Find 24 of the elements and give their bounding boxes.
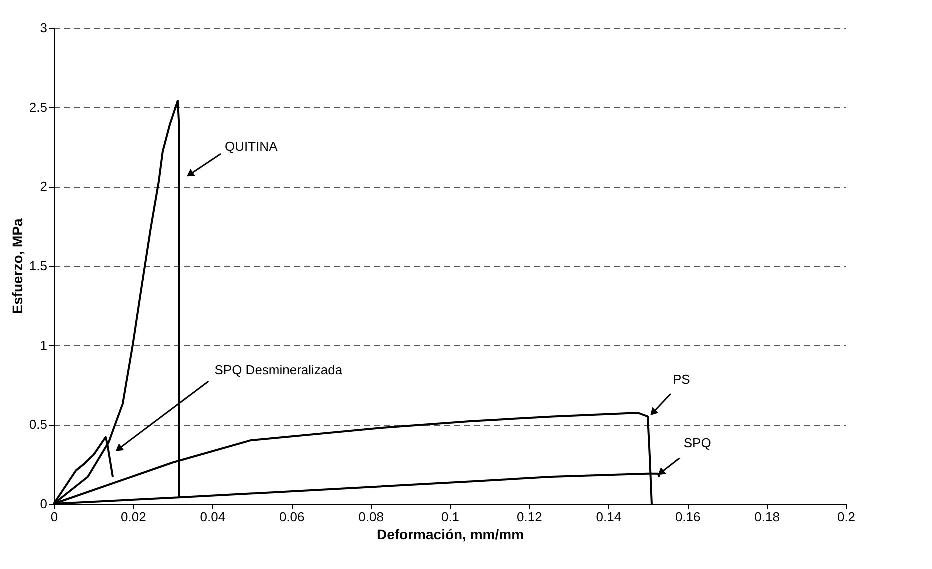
y-tick-label: 1.5 <box>29 258 48 274</box>
annotation: PS <box>672 372 691 387</box>
x-tick-label: 0.06 <box>279 510 305 524</box>
x-tick-label: 0.16 <box>675 510 701 524</box>
y-tick-label: 3 <box>40 20 48 36</box>
x-tick-label: 0.02 <box>121 510 146 524</box>
annotation: QUITINA <box>225 138 278 154</box>
y-tick-label: 0 <box>40 496 48 512</box>
y-tick-label: 2.5 <box>29 100 48 115</box>
x-tick-label: 0.08 <box>358 510 384 524</box>
x-tick-label: 0.2 <box>837 510 856 524</box>
x-tick-label: 0.04 <box>200 510 226 524</box>
y-tick-label: 0.5 <box>29 417 48 432</box>
annotation: SPQ <box>684 435 712 450</box>
y-tick-label: 2 <box>40 179 48 194</box>
annotation: SPQ Desmineralizada <box>214 362 344 378</box>
y-tick-label: 1 <box>40 338 48 353</box>
x-tick-label: 0 <box>50 510 58 524</box>
y-axis-title: Esfuerzo, MPa <box>9 218 26 314</box>
x-tick-label: 0.14 <box>596 510 622 524</box>
x-tick-label: 0.12 <box>517 510 542 524</box>
x-tick-label: 0.1 <box>441 510 460 524</box>
x-axis-title: Deformación, mm/mm <box>376 526 524 542</box>
x-tick-label: 0.18 <box>754 510 780 524</box>
